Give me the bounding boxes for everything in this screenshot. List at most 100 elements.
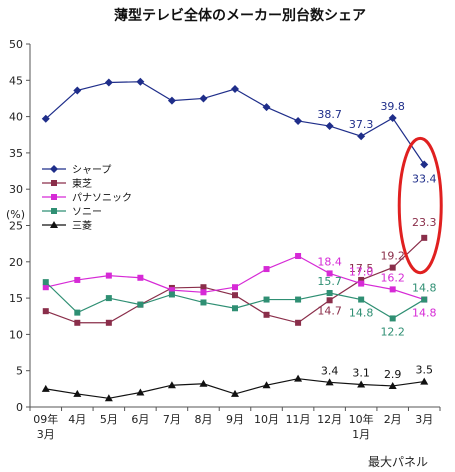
data-point (262, 381, 271, 389)
data-point (295, 319, 302, 326)
legend-marker (51, 194, 57, 200)
data-point (104, 78, 113, 87)
x-tick-label: 4月 (68, 413, 86, 426)
data-point (263, 296, 270, 303)
data-point (263, 311, 270, 318)
legend-marker (50, 165, 58, 173)
legend-item-4: ソニー (42, 207, 102, 218)
x-tick-label: 2月 (384, 413, 402, 426)
data-point (167, 96, 176, 105)
data-label: 16.2 (380, 271, 405, 284)
x-tick-label: 11月 (286, 413, 311, 426)
data-label: 17.0 (349, 266, 374, 279)
data-label: 19.2 (380, 250, 405, 263)
x-tick-label: 10年 (349, 412, 374, 426)
data-point (232, 292, 238, 299)
chart-footer: 最大パネル (368, 455, 428, 469)
y-tick-label: 20 (9, 256, 23, 269)
data-point (105, 272, 112, 279)
legend-label: パナソニック (72, 192, 132, 204)
data-point (389, 315, 396, 322)
data-point (232, 305, 238, 312)
legend-marker (50, 221, 58, 228)
data-point (420, 377, 429, 385)
data-label: 3.4 (321, 364, 339, 377)
y-tick-label: 35 (9, 147, 23, 160)
data-point (232, 284, 238, 291)
legend-label: シャープ (72, 164, 111, 176)
y-tick-label: 25 (9, 220, 23, 233)
data-point (421, 296, 428, 303)
data-point (420, 160, 429, 169)
data-point (263, 266, 270, 273)
data-point (294, 374, 303, 382)
x-tick-label-line2: 1月 (352, 428, 370, 441)
data-point (42, 284, 49, 291)
y-tick-label: 30 (9, 183, 23, 196)
data-point (73, 389, 82, 397)
legend-item-1: シャープ (42, 164, 111, 176)
data-point (105, 319, 112, 326)
data-point (168, 287, 175, 294)
data-point (231, 389, 239, 397)
x-tick-label: 9月 (226, 413, 244, 426)
x-tick-label: 3月 (415, 413, 433, 426)
data-label: 37.3 (349, 118, 374, 131)
data-label: 3.5 (415, 364, 433, 377)
x-tick-label: 7月 (163, 413, 181, 426)
y-tick-label: 10 (9, 328, 23, 341)
data-point (200, 299, 207, 306)
legend-marker (51, 180, 57, 186)
data-point (389, 286, 396, 293)
axes: 0 5 10 15 20 25 30 35 40 45 50 09年 3月 4月 5月 6月 7月 8月 9月 10月… (9, 38, 441, 441)
data-point (421, 234, 428, 241)
data-point (42, 279, 49, 286)
legend-item-3: パナソニック (42, 192, 132, 204)
data-point (200, 284, 207, 291)
data-point (74, 309, 81, 316)
data-label: 14.8 (412, 307, 437, 320)
data-label: 2.9 (384, 368, 402, 381)
series-4 (42, 279, 428, 322)
x-tick-label: 12月 (317, 413, 342, 426)
y-tick-label: 0 (16, 401, 23, 414)
data-label: 23.3 (412, 216, 437, 229)
legend-item-5: 三菱 (42, 220, 92, 232)
y-axis-unit: (%) (6, 208, 25, 221)
x-tick-label-line2: 3月 (37, 428, 55, 441)
y-tick-label: 50 (9, 38, 23, 51)
highlight-layer (397, 136, 443, 275)
data-point (325, 122, 334, 131)
data-point (41, 384, 50, 392)
data-point (136, 388, 145, 396)
data-point (262, 103, 271, 112)
data-point (357, 380, 366, 388)
data-point (231, 85, 239, 94)
x-tick-label: 8月 (194, 413, 212, 426)
x-tick-label: 09年 (33, 412, 58, 426)
data-point (199, 94, 208, 103)
data-point (42, 308, 49, 315)
data-point (388, 114, 397, 123)
data-point (326, 290, 333, 297)
data-point (104, 394, 113, 402)
data-label: 33.4 (412, 173, 437, 186)
data-point (294, 116, 303, 125)
data-point (295, 296, 302, 303)
y-tick-label: 40 (9, 111, 23, 124)
data-label: 3.1 (352, 366, 370, 379)
data-point (200, 289, 207, 296)
data-point (137, 301, 144, 308)
data-point (74, 319, 81, 326)
legend-label: 三菱 (72, 220, 92, 232)
data-labels-layer: 38.7 37.3 39.8 33.4 14.7 17.5 19.2 23.3 18.4 17.0… (317, 100, 436, 381)
data-point (357, 132, 366, 141)
x-tick-label: 5月 (100, 413, 118, 426)
data-point (74, 276, 81, 283)
legend-label: ソニー (72, 207, 102, 218)
legend-label: 東芝 (72, 177, 92, 190)
data-point (105, 295, 112, 302)
x-tick-label: 6月 (131, 413, 149, 426)
data-label: 39.8 (380, 100, 405, 113)
